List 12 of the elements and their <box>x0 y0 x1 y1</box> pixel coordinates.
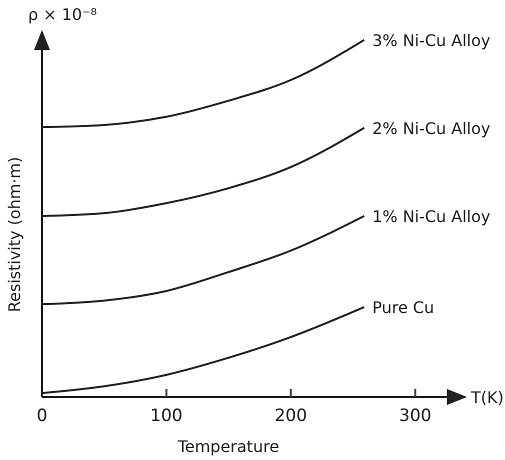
x-axis-title: Temperature <box>176 437 280 456</box>
text: ρ × 10⁻⁸ <box>28 5 97 24</box>
x-tick-label: 200 <box>274 406 308 426</box>
x-tick-label: 300 <box>399 406 432 426</box>
series-label: Pure Cu <box>372 298 434 318</box>
series-label: 2% Ni-Cu Alloy <box>372 118 490 138</box>
x-tick-label: 100 <box>150 406 183 426</box>
series-label: 3% Ni-Cu Alloy <box>372 31 490 50</box>
y-axis-title: Resistivity (ohm·m) <box>5 156 24 312</box>
series-label: 1% Ni-Cu Alloy <box>372 207 490 226</box>
x-tick-label: 0 <box>36 406 48 426</box>
text: T(K) <box>470 388 504 407</box>
